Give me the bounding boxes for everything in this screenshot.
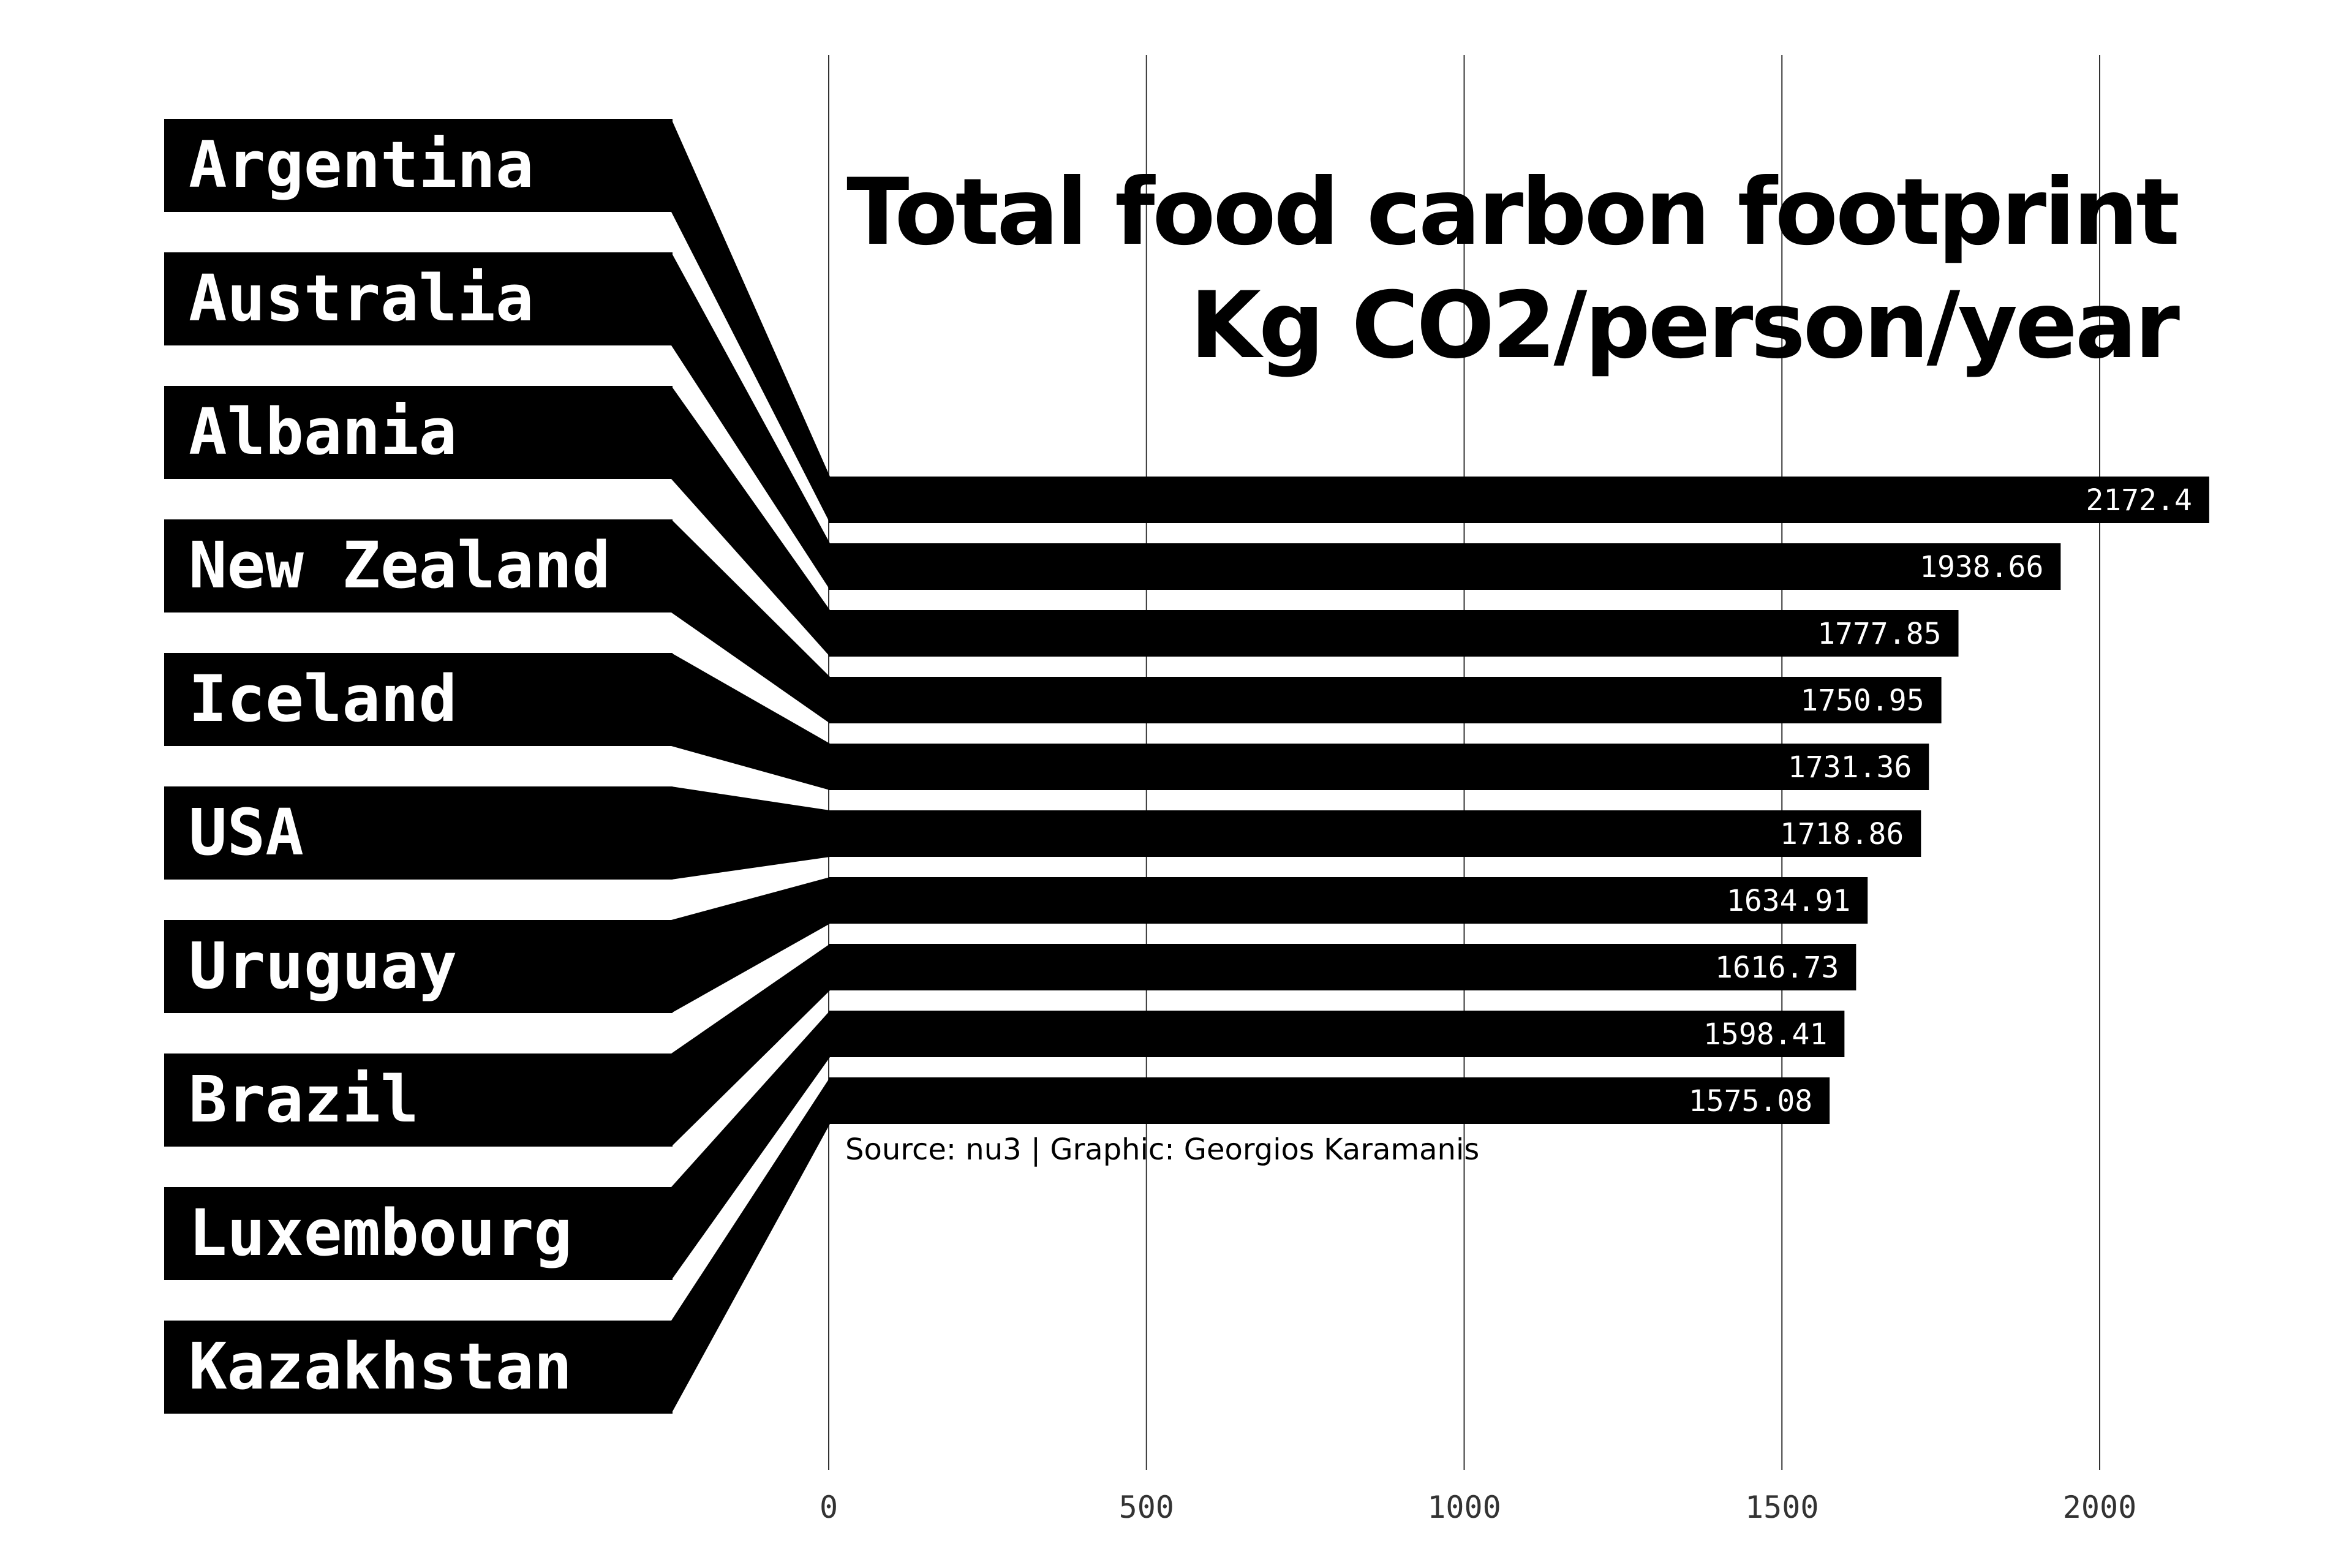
bar xyxy=(829,677,1942,723)
x-tick-label: 500 xyxy=(1119,1490,1174,1525)
country-label: Brazil xyxy=(189,1062,419,1137)
connector-ribbon xyxy=(671,653,830,790)
bars xyxy=(829,477,2209,1124)
country-label: Iceland xyxy=(189,662,457,736)
country-label: Luxembourg xyxy=(189,1196,572,1270)
bar xyxy=(829,877,1868,924)
country-label: Kazakhstan xyxy=(189,1329,572,1404)
bar xyxy=(829,543,2061,590)
country-label-box xyxy=(164,1187,673,1280)
country-label: Uruguay xyxy=(189,929,457,1003)
bar-value-label: 1938.66 xyxy=(1920,550,2043,584)
country-label-box xyxy=(164,119,673,212)
connector-ribbon xyxy=(671,877,830,1013)
country-label-box xyxy=(164,519,673,612)
bar-value-label: 1598.41 xyxy=(1703,1017,1827,1052)
bar-value-label: 1575.08 xyxy=(1689,1084,1812,1118)
country-label-boxes xyxy=(164,119,673,1414)
country-label-box xyxy=(164,653,673,746)
country-label: Argentina xyxy=(189,127,534,202)
title-line-1: Total food carbon footprint xyxy=(846,159,2178,266)
bar xyxy=(829,610,1959,657)
connector-ribbon xyxy=(671,519,830,723)
connector-ribbon xyxy=(671,1077,830,1414)
bar xyxy=(829,810,1921,857)
chart-title: Total food carbon footprint Kg CO2/perso… xyxy=(846,159,2182,379)
country-label: Albania xyxy=(189,394,457,469)
connector-ribbon xyxy=(671,944,830,1147)
country-label-box xyxy=(164,1054,673,1147)
country-label-box xyxy=(164,1321,673,1414)
bar-value-label: 2172.4 xyxy=(2086,483,2192,518)
bar-value-label: 1718.86 xyxy=(1780,817,1904,851)
bar-value-label: 1731.36 xyxy=(1788,750,1912,785)
bar xyxy=(829,744,1929,790)
title-line-2: Kg CO2/person/year xyxy=(1190,273,2180,379)
value-labels: 2172.4 1938.66 1777.85 1750.95 1731.36 1718.8… xyxy=(1689,483,2192,1118)
x-tick-label: 2000 xyxy=(2063,1490,2136,1525)
country-label: New Zealand xyxy=(189,528,611,603)
bar-value-label: 1750.95 xyxy=(1800,684,1924,718)
country-labels: Argentina Australia Albania New Zealand Icel… xyxy=(189,127,611,1404)
country-label-box xyxy=(164,386,673,479)
connector-ribbon xyxy=(671,1011,830,1280)
bar xyxy=(829,944,1856,990)
connector-ribbon xyxy=(671,386,830,657)
bar-value-label: 1777.85 xyxy=(1817,617,1941,651)
connector-ribbon xyxy=(671,252,830,590)
connector-ribbon xyxy=(671,786,830,880)
bar xyxy=(829,1077,1830,1124)
country-label-box xyxy=(164,252,673,345)
connector-ribbon xyxy=(671,119,830,523)
x-tick-label: 1000 xyxy=(1427,1490,1501,1525)
bar-value-label: 1616.73 xyxy=(1715,951,1839,985)
bar xyxy=(829,1011,1845,1057)
x-axis-ticks: 0 500 1000 1500 2000 xyxy=(820,1490,2136,1525)
x-tick-label: 0 xyxy=(820,1490,838,1525)
bar xyxy=(829,477,2209,523)
source-caption: Source: nu3 | Graphic: Georgios Karamani… xyxy=(845,1133,1479,1167)
connector-ribbons xyxy=(671,119,830,1414)
country-label-box xyxy=(164,920,673,1013)
country-label-box xyxy=(164,786,673,880)
bar-value-label: 1634.91 xyxy=(1727,884,1850,918)
country-label: Australia xyxy=(189,261,534,336)
country-label: USA xyxy=(189,795,304,870)
x-tick-label: 1500 xyxy=(1745,1490,1819,1525)
